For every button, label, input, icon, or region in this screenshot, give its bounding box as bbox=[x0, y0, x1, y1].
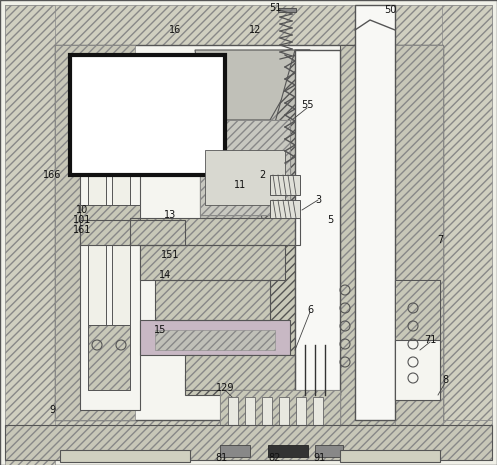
Bar bbox=[313, 397, 323, 439]
Bar bbox=[220, 390, 340, 445]
Bar bbox=[130, 218, 300, 245]
Text: 166: 166 bbox=[43, 170, 61, 180]
Text: 15: 15 bbox=[154, 325, 166, 335]
Text: 7: 7 bbox=[437, 235, 443, 245]
Text: 16: 16 bbox=[169, 25, 181, 35]
Text: 161: 161 bbox=[73, 225, 91, 235]
Text: 82: 82 bbox=[269, 453, 281, 463]
Bar bbox=[5, 5, 55, 465]
Text: 8: 8 bbox=[442, 375, 448, 385]
Bar bbox=[60, 450, 190, 462]
Bar bbox=[155, 280, 270, 320]
Bar bbox=[140, 245, 285, 280]
Bar bbox=[270, 175, 300, 195]
Bar bbox=[140, 320, 290, 355]
Text: 11: 11 bbox=[234, 180, 246, 190]
Bar bbox=[228, 397, 238, 439]
Bar bbox=[5, 5, 492, 45]
Text: 3: 3 bbox=[315, 195, 321, 205]
Bar bbox=[140, 245, 285, 280]
Text: 14: 14 bbox=[159, 270, 171, 280]
Bar bbox=[88, 325, 130, 390]
Bar bbox=[395, 280, 440, 400]
Bar bbox=[340, 450, 440, 462]
Text: 13: 13 bbox=[164, 210, 176, 220]
Bar bbox=[278, 8, 296, 12]
Text: 10: 10 bbox=[76, 205, 88, 215]
Text: 51: 51 bbox=[269, 3, 281, 13]
Bar bbox=[55, 45, 443, 420]
Bar bbox=[200, 120, 290, 215]
Text: 5: 5 bbox=[327, 215, 333, 225]
Bar bbox=[155, 330, 275, 350]
Bar bbox=[80, 55, 140, 410]
Bar bbox=[5, 420, 492, 460]
Text: 9: 9 bbox=[49, 405, 55, 415]
Bar bbox=[155, 280, 270, 320]
Bar bbox=[395, 45, 443, 425]
Bar bbox=[70, 55, 225, 175]
Bar bbox=[442, 5, 492, 420]
Bar bbox=[88, 60, 106, 325]
Bar bbox=[130, 218, 300, 245]
Text: 2: 2 bbox=[259, 170, 265, 180]
Bar bbox=[395, 280, 440, 340]
Text: 55: 55 bbox=[301, 100, 313, 110]
Bar bbox=[88, 325, 130, 390]
Bar bbox=[262, 397, 272, 439]
Bar bbox=[395, 280, 440, 340]
Text: 50: 50 bbox=[384, 5, 396, 15]
Bar bbox=[5, 425, 492, 460]
Bar bbox=[340, 45, 440, 425]
Bar bbox=[205, 150, 285, 205]
Bar bbox=[200, 50, 295, 225]
Bar bbox=[268, 445, 308, 457]
Bar bbox=[80, 220, 185, 245]
Bar bbox=[80, 205, 140, 220]
Polygon shape bbox=[185, 245, 295, 395]
Text: 101: 101 bbox=[73, 215, 91, 225]
Bar bbox=[112, 60, 130, 325]
Bar bbox=[80, 205, 140, 220]
Bar bbox=[245, 397, 255, 439]
Polygon shape bbox=[255, 50, 310, 245]
Bar bbox=[55, 45, 135, 420]
Bar bbox=[395, 340, 440, 400]
Text: 81: 81 bbox=[216, 453, 228, 463]
Text: 71: 71 bbox=[424, 335, 436, 345]
Bar bbox=[80, 220, 185, 245]
Bar bbox=[185, 355, 295, 390]
Polygon shape bbox=[195, 50, 310, 120]
Bar bbox=[315, 445, 343, 457]
Bar bbox=[220, 445, 250, 457]
Bar bbox=[185, 355, 295, 390]
Text: 129: 129 bbox=[216, 383, 234, 393]
Text: 12: 12 bbox=[249, 25, 261, 35]
Bar bbox=[340, 45, 440, 425]
Bar bbox=[355, 5, 395, 420]
Text: 6: 6 bbox=[307, 305, 313, 315]
Bar bbox=[296, 397, 306, 439]
Bar bbox=[200, 50, 295, 225]
Text: 91: 91 bbox=[314, 453, 326, 463]
Bar bbox=[220, 390, 340, 455]
Bar bbox=[270, 200, 300, 218]
Text: 151: 151 bbox=[161, 250, 179, 260]
Bar bbox=[200, 120, 290, 215]
Bar bbox=[295, 50, 340, 395]
Bar bbox=[5, 425, 492, 460]
Bar bbox=[279, 397, 289, 439]
